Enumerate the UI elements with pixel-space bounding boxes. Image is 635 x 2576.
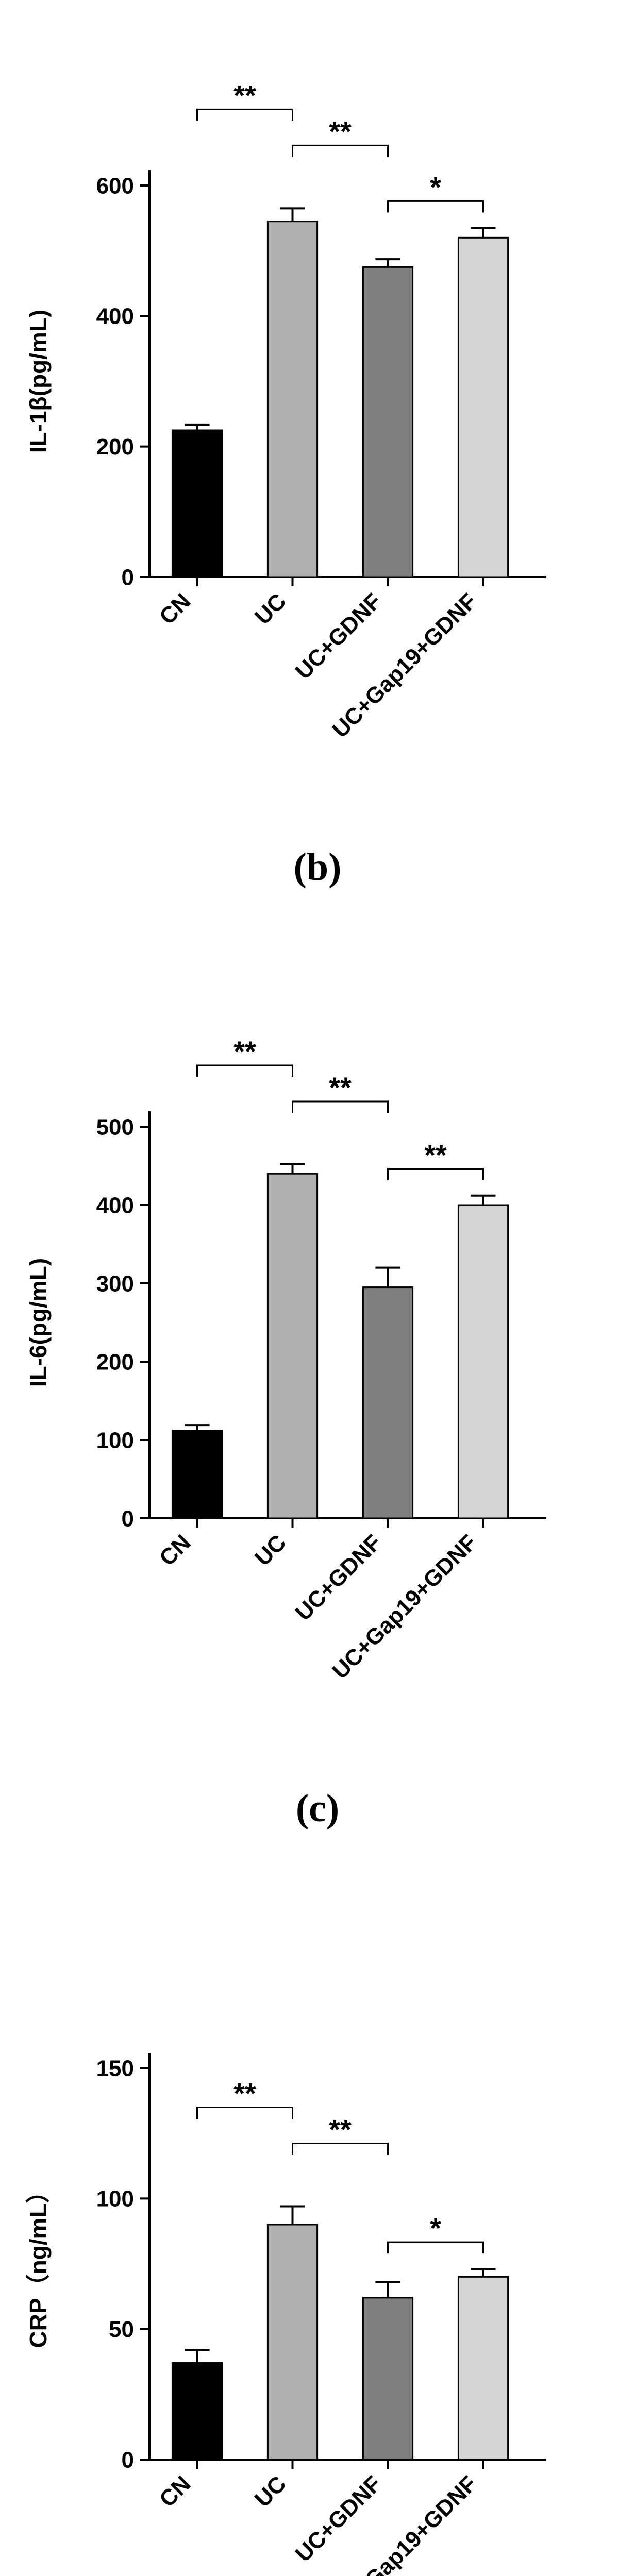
y-tick-label: 200 — [96, 1349, 134, 1375]
panel-label: (c) — [296, 1786, 339, 1831]
bar — [363, 267, 412, 577]
y-tick-label: 100 — [96, 1428, 134, 1453]
bar — [172, 2363, 222, 2460]
bar-chart-c: 0100200300400500IL-6(pg/mL)CNUCUC+GDNFUC… — [0, 972, 635, 1776]
sig-label: * — [430, 171, 441, 203]
y-tick-label: 400 — [96, 1193, 134, 1218]
y-tick-label: 150 — [96, 2056, 134, 2081]
chart-panel-d: 050100150CRP（ng/mL）CNUCUC+GDNFUC+Gap19+G… — [0, 1883, 635, 2576]
bar — [363, 1287, 412, 1518]
y-tick-label: 200 — [96, 434, 134, 460]
y-tick-label: 0 — [122, 2447, 134, 2472]
sig-label: ** — [329, 2113, 352, 2146]
y-tick-label: 500 — [96, 1114, 134, 1140]
charts-root: 0200400600IL-1β(pg/mL)CNUCUC+GDNFUC+Gap1… — [0, 0, 635, 2576]
y-axis-label: CRP（ng/mL） — [25, 2179, 52, 2348]
y-axis-label: IL-6(pg/mL) — [25, 1258, 52, 1387]
sig-label: ** — [329, 1071, 352, 1104]
y-tick-label: 0 — [122, 565, 134, 590]
sig-label: ** — [233, 2077, 256, 2110]
bar — [458, 1205, 508, 1518]
sig-label: * — [430, 2212, 441, 2244]
panel-label: (b) — [294, 845, 342, 890]
sig-label: ** — [233, 79, 256, 111]
bar-chart-d: 050100150CRP（ng/mL）CNUCUC+GDNFUC+Gap19+G… — [0, 1913, 635, 2576]
bar-chart-b: 0200400600IL-1β(pg/mL)CNUCUC+GDNFUC+Gap1… — [0, 31, 635, 835]
y-tick-label: 0 — [122, 1506, 134, 1531]
bar — [268, 1174, 317, 1518]
y-axis-label: IL-1β(pg/mL) — [25, 310, 52, 453]
bar — [172, 430, 222, 577]
bar — [268, 222, 317, 577]
bar — [172, 1431, 222, 1518]
bar — [458, 238, 508, 577]
sig-label: ** — [424, 1139, 447, 1171]
chart-panel-c: 0100200300400500IL-6(pg/mL)CNUCUC+GDNFUC… — [0, 941, 635, 1883]
chart-panel-b: 0200400600IL-1β(pg/mL)CNUCUC+GDNFUC+Gap1… — [0, 0, 635, 941]
y-tick-label: 400 — [96, 304, 134, 329]
y-tick-label: 50 — [109, 2317, 134, 2342]
y-tick-label: 600 — [96, 173, 134, 198]
bar — [363, 2298, 412, 2460]
bar — [268, 2225, 317, 2460]
sig-label: ** — [329, 115, 352, 147]
bar — [458, 2277, 508, 2460]
y-tick-label: 300 — [96, 1271, 134, 1296]
sig-label: ** — [233, 1035, 256, 1067]
y-tick-label: 100 — [96, 2187, 134, 2212]
